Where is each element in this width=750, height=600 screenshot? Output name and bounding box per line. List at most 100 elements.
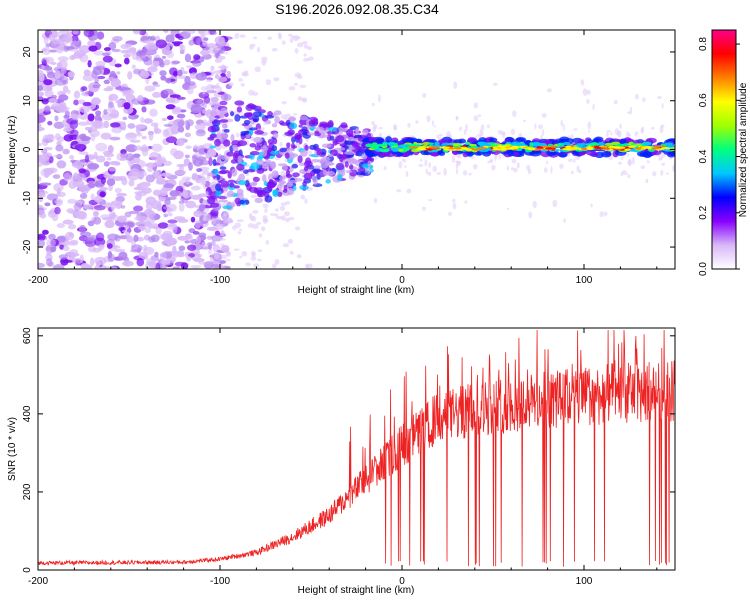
spectrogram-cell	[313, 165, 321, 170]
spectrogram-cell	[327, 126, 338, 132]
spectrogram-cell	[422, 92, 427, 98]
spectrogram-cell	[257, 249, 263, 252]
spectrogram-cell	[257, 258, 262, 262]
spectrogram-cell	[262, 174, 267, 183]
spectrogram-cell	[166, 77, 171, 84]
spectrogram-cell	[104, 220, 115, 229]
spectrogram-cell	[267, 180, 278, 187]
spectrogram-cell	[184, 53, 192, 63]
spectrogram-cell	[84, 126, 91, 131]
spectrogram-cell	[378, 94, 381, 103]
spectrogram-cell	[95, 155, 106, 163]
spectrogram-cell	[180, 262, 189, 269]
spectrogram-cell	[555, 148, 560, 152]
spectrogram-cell	[143, 118, 153, 124]
spectrogram-cell	[39, 182, 52, 186]
spectrogram-cell	[166, 51, 174, 59]
spectrogram-cell	[94, 195, 103, 203]
spectrogram-cell	[261, 149, 268, 157]
spectrogram-cell	[272, 132, 279, 139]
spectrogram-cell	[48, 233, 56, 240]
spectrogram-cell	[428, 146, 440, 149]
spectrogram-cell	[546, 147, 556, 150]
spectrogram-cell	[126, 235, 133, 243]
spectrogram-cell	[136, 236, 145, 242]
spectrogram-cell	[165, 127, 175, 137]
spectrogram-cell	[63, 172, 71, 182]
spectrogram-cell	[220, 130, 226, 135]
spectrogram-cell	[270, 213, 275, 216]
spectrogram-cell	[585, 89, 591, 95]
spectrogram-cell	[250, 194, 258, 198]
spectrogram-cell	[210, 202, 220, 208]
spectrogram-cell	[379, 148, 389, 153]
snr-y-label: SNR (10 * v/v)	[7, 417, 18, 481]
spectrogram-cell	[288, 86, 296, 91]
spectrogram-cell	[209, 133, 217, 139]
spectrogram-cell	[95, 124, 105, 129]
spectrogram-cell	[190, 185, 201, 191]
spectrogram-cell	[428, 199, 433, 202]
spectrogram-cell	[125, 132, 137, 141]
spectrogram-cell	[96, 31, 105, 40]
spectrogram-cell	[657, 95, 662, 100]
spectrogram-cell	[455, 162, 459, 170]
spectrogram-cell	[256, 187, 263, 191]
spectrogram-cell	[267, 138, 274, 145]
spectrogram-cell	[422, 142, 431, 145]
spectrogram-cell	[55, 45, 65, 54]
spectrogram-cell	[106, 243, 113, 249]
spectrogram-cell	[68, 180, 77, 190]
spectrogram-cell	[156, 153, 162, 163]
spectrogram-cell	[56, 223, 65, 229]
spectrogram-cell	[38, 126, 45, 132]
spectrogram-cell	[109, 266, 118, 269]
spectrogram-cell	[121, 121, 127, 131]
spectrogram-cell	[137, 95, 144, 102]
spectrogram-cell	[298, 124, 303, 128]
spectrogram-cell	[167, 219, 178, 224]
spectrogram-cell	[250, 255, 257, 261]
spectrogram-cell	[231, 168, 238, 177]
spectrogram-cell	[658, 157, 663, 160]
y-tick-label: 200	[22, 483, 33, 500]
spectrogram-cell	[148, 132, 154, 141]
spectrogram-cell	[128, 179, 135, 187]
spectrogram-cell	[240, 130, 250, 135]
spectrogram-cell	[287, 117, 297, 122]
spectrogram-cell	[216, 223, 224, 226]
spectrogram-cell	[73, 202, 82, 211]
spectrogram-cell	[53, 182, 64, 192]
spectrogram-cell	[90, 133, 96, 142]
spectrogram-cell	[529, 142, 534, 146]
spectrogram-cell	[220, 244, 230, 253]
spectrogram-cell	[538, 124, 543, 130]
spectrogram-cell	[71, 160, 84, 169]
spectrogram-cell	[38, 160, 43, 168]
spectrogram-cell	[87, 59, 92, 68]
spectrogram-cell	[279, 122, 290, 126]
spectrogram-cell	[587, 129, 591, 133]
spectrogram-cell	[253, 36, 258, 40]
spectrogram-cell	[42, 59, 47, 67]
spectrogram-cell	[202, 42, 209, 48]
spectrogram-cell	[48, 33, 56, 42]
spectrogram-cell	[377, 143, 384, 147]
spectrogram-cell	[562, 147, 572, 151]
spectrogram-cell	[38, 115, 46, 124]
spectrogram-cell	[200, 32, 207, 38]
spectrogram-cell	[46, 238, 56, 248]
spectrogram-cell	[511, 141, 518, 146]
spectrogram-cell	[672, 164, 675, 172]
spectrogram-cell	[550, 166, 553, 174]
spectrogram-cell	[128, 160, 133, 168]
spectrogram-cell	[205, 84, 215, 92]
spectrogram-cell	[214, 36, 225, 45]
spectrogram-cell	[523, 147, 536, 150]
spectrogram-cell	[211, 240, 216, 247]
spectrogram-cell	[205, 79, 212, 83]
spectrogram-cell	[586, 147, 594, 151]
spectrogram-cell	[110, 213, 117, 219]
spectrogram-cell	[252, 111, 262, 118]
spectrogram-cell	[159, 70, 167, 77]
